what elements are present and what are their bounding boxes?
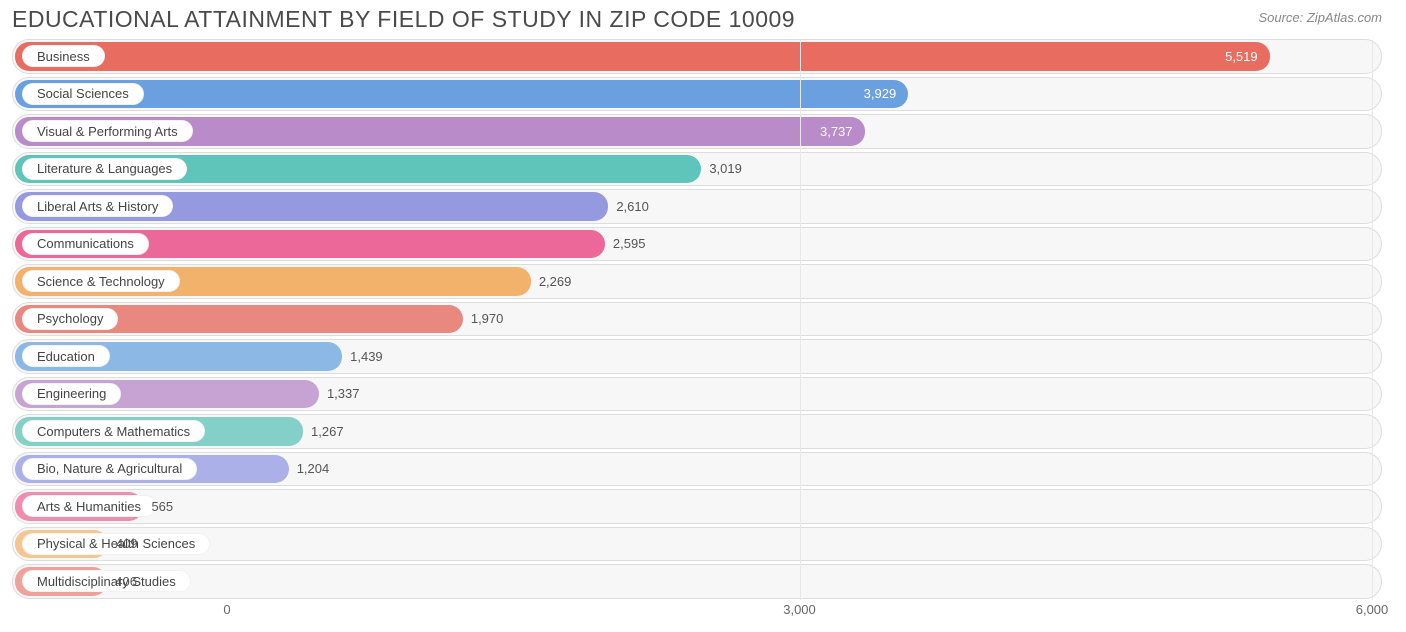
- bar-row: Arts & Humanities565: [12, 489, 1382, 524]
- grid-line: [1372, 40, 1373, 600]
- value-label: 409: [108, 527, 138, 562]
- bar-row: Visual & Performing Arts3,737: [12, 114, 1382, 149]
- bar-row: Business5,519: [12, 39, 1382, 74]
- value-label: 2,595: [605, 227, 646, 262]
- chart-header: EDUCATIONAL ATTAINMENT BY FIELD OF STUDY…: [0, 0, 1406, 37]
- axis-tick: 0: [223, 602, 230, 617]
- value-label: 3,737: [15, 114, 865, 149]
- value-label: 5,519: [15, 39, 1270, 74]
- value-label: 565: [143, 489, 173, 524]
- bar-row: Physical & Health Sciences409: [12, 527, 1382, 562]
- category-label: Literature & Languages: [22, 158, 187, 180]
- bar-row: Multidisciplinary Studies406: [12, 564, 1382, 599]
- value-label: 406: [107, 564, 137, 599]
- value-label: 3,019: [701, 152, 742, 187]
- bar-row: Liberal Arts & History 2,610: [12, 189, 1382, 224]
- bar-track: [12, 489, 1382, 524]
- bar-row: Literature & Languages 3,019: [12, 152, 1382, 187]
- category-label: Arts & Humanities: [22, 495, 156, 517]
- value-label: 1,337: [319, 377, 360, 412]
- chart-area: Business5,519Social Sciences3,929Visual …: [0, 37, 1406, 632]
- bar-track: [12, 527, 1382, 562]
- chart-plot: Business5,519Social Sciences3,929Visual …: [12, 39, 1382, 599]
- value-label: 1,970: [463, 302, 504, 337]
- value-label: 2,269: [531, 264, 572, 299]
- bar-row: Computers & Mathematics 1,267: [12, 414, 1382, 449]
- bar-row: Psychology 1,970: [12, 302, 1382, 337]
- chart-title: EDUCATIONAL ATTAINMENT BY FIELD OF STUDY…: [12, 6, 795, 33]
- bar-row: Education 1,439: [12, 339, 1382, 374]
- bar-row: Engineering 1,337: [12, 377, 1382, 412]
- grid-line: [800, 40, 801, 600]
- axis-tick: 3,000: [783, 602, 816, 617]
- category-label: Bio, Nature & Agricultural: [22, 458, 197, 480]
- bar-row: Social Sciences3,929: [12, 77, 1382, 112]
- value-label: 1,267: [303, 414, 344, 449]
- category-label: Communications: [22, 233, 149, 255]
- chart-source: Source: ZipAtlas.com: [1258, 6, 1382, 25]
- category-label: Education: [22, 345, 110, 367]
- category-label: Computers & Mathematics: [22, 420, 205, 442]
- axis-tick: 6,000: [1356, 602, 1389, 617]
- x-axis: 03,0006,000: [12, 602, 1382, 632]
- category-label: Science & Technology: [22, 270, 180, 292]
- bar-row: Science & Technology 2,269: [12, 264, 1382, 299]
- value-label: 1,439: [342, 339, 383, 374]
- value-label: 3,929: [15, 77, 908, 112]
- bar-row: Bio, Nature & Agricultural 1,204: [12, 452, 1382, 487]
- category-label: Psychology: [22, 308, 118, 330]
- bar-track: [12, 564, 1382, 599]
- value-label: 1,204: [289, 452, 330, 487]
- category-label: Liberal Arts & History: [22, 195, 173, 217]
- value-label: 2,610: [608, 189, 649, 224]
- bar-row: Communications 2,595: [12, 227, 1382, 262]
- category-label: Engineering: [22, 383, 121, 405]
